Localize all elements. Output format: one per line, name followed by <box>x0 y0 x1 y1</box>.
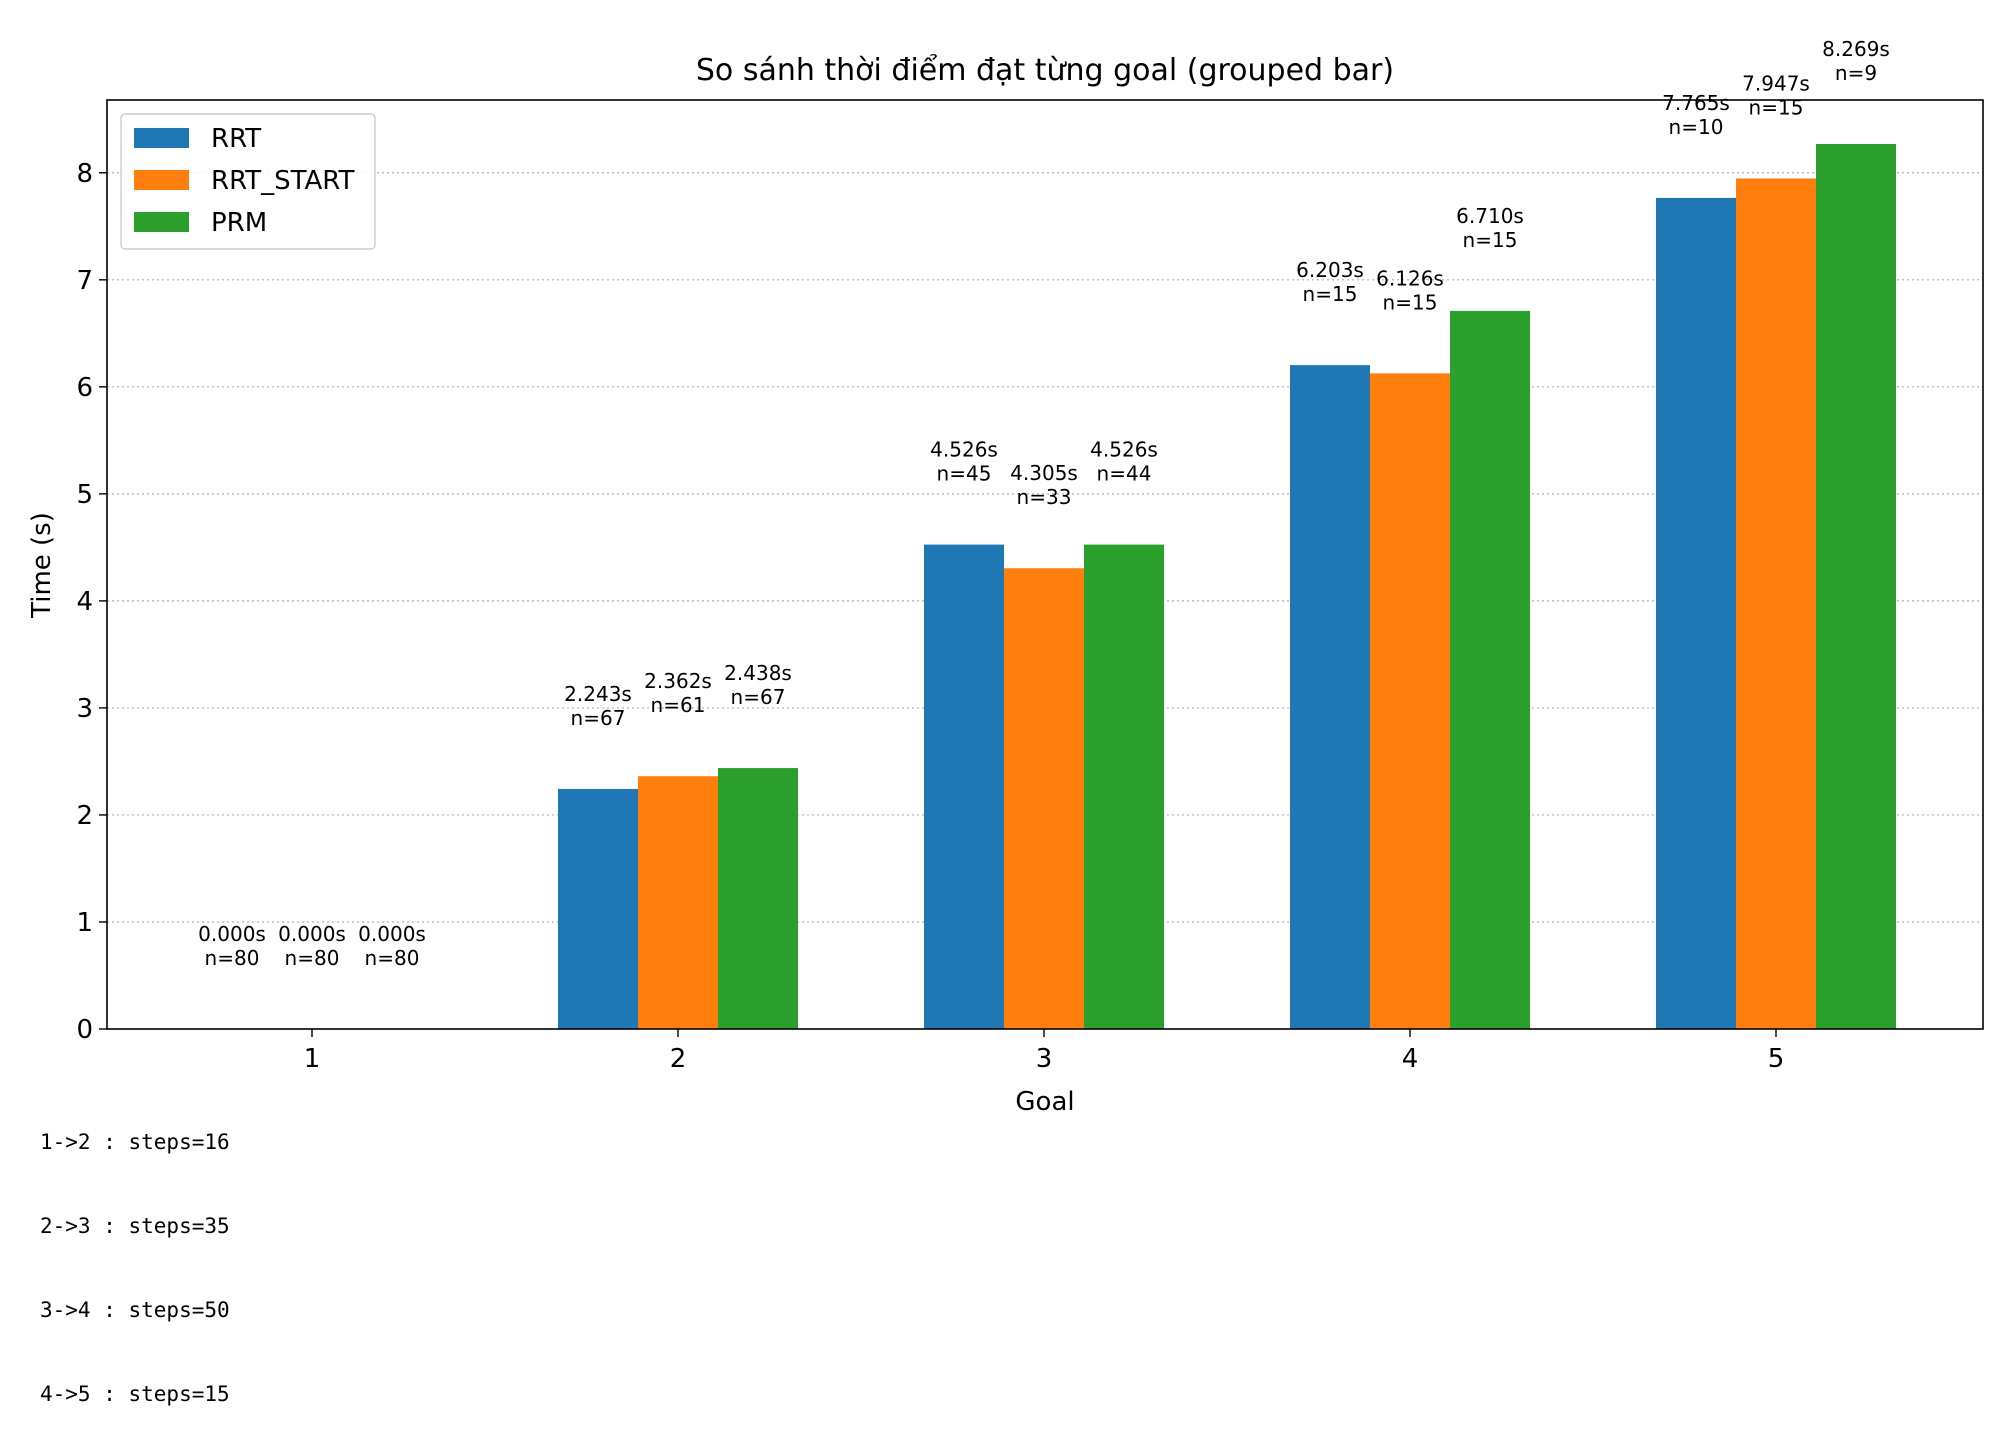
step-note: 1->2 : steps=16 <box>40 1130 230 1154</box>
bar-rrt <box>1656 197 1736 1029</box>
bar-value-label: 0.000s <box>358 922 426 946</box>
x-axis: 1 2 3 4 5 <box>304 1029 1785 1074</box>
y-tick-label: 1 <box>76 908 93 938</box>
step-note: 4->5 : steps=15 <box>40 1382 230 1406</box>
legend-label: PRM <box>211 208 267 238</box>
bar-count-label: n=67 <box>571 706 626 730</box>
bar-count-label: n=44 <box>1097 462 1152 486</box>
bar-rrt-start <box>1004 568 1084 1029</box>
x-axis-label: Goal <box>1015 1087 1074 1117</box>
bar-value-label: 6.203s <box>1296 258 1364 282</box>
bar-value-label: 2.362s <box>644 669 712 693</box>
bar-count-label: n=15 <box>1749 95 1804 119</box>
plot-frame <box>106 99 1984 1030</box>
bar-count-label: n=45 <box>937 462 992 486</box>
legend-label: RRT <box>211 124 261 154</box>
bar-count-label: n=10 <box>1669 115 1724 139</box>
y-axis-label: Time (s) <box>27 512 57 619</box>
y-tick-label: 7 <box>76 266 93 296</box>
bar-value-label: 0.000s <box>198 922 266 946</box>
y-tick-label: 2 <box>76 801 93 831</box>
bar-count-label: n=33 <box>1017 485 1072 509</box>
legend-swatch <box>134 128 189 148</box>
bar-count-label: n=61 <box>651 693 706 717</box>
bar-prm <box>1450 310 1530 1029</box>
bars <box>558 143 1896 1030</box>
legend-swatch <box>134 212 189 232</box>
y-tick-label: 3 <box>76 694 93 724</box>
legend-label: RRT_START <box>211 166 354 196</box>
legend-swatch <box>134 170 189 190</box>
x-tick-label: 1 <box>304 1044 321 1074</box>
bar-labels: 0.000sn=802.243sn=674.526sn=456.203sn=15… <box>198 37 1890 970</box>
bar-prm <box>1084 544 1164 1029</box>
y-tick-label: 6 <box>76 373 93 403</box>
bar-count-label: n=15 <box>1463 228 1518 252</box>
bar-value-label: 6.126s <box>1376 266 1444 290</box>
bar-count-label: n=15 <box>1303 282 1358 306</box>
bar-rrt-start <box>1736 178 1816 1029</box>
bar-count-label: n=9 <box>1835 61 1877 85</box>
y-tick-label: 5 <box>76 480 93 510</box>
step-notes: 1->2 : steps=16 2->3 : steps=35 3->4 : s… <box>40 1072 230 1436</box>
y-axis: 0 1 2 3 4 5 6 7 8 <box>76 159 107 1045</box>
bar-value-label: 2.438s <box>724 661 792 685</box>
chart-title: So sánh thời điểm đạt từng goal (grouped… <box>696 52 1394 88</box>
step-note: 2->3 : steps=35 <box>40 1214 230 1238</box>
bar-rrt <box>1290 365 1370 1029</box>
bar-prm <box>718 768 798 1029</box>
bar-rrt-start <box>1370 373 1450 1029</box>
grouped-bar-chart: So sánh thời điểm đạt từng goal (grouped… <box>27 37 1984 1117</box>
bar-value-label: 4.526s <box>1090 438 1158 462</box>
bar-count-label: n=67 <box>731 685 786 709</box>
x-tick-label: 2 <box>670 1044 687 1074</box>
bar-count-label: n=15 <box>1383 290 1438 314</box>
bar-count-label: n=80 <box>285 946 340 970</box>
bar-value-label: 7.947s <box>1742 71 1810 95</box>
bar-value-label: 2.243s <box>564 682 632 706</box>
y-tick-label: 4 <box>76 587 93 617</box>
bar-value-label: 8.269s <box>1822 37 1890 61</box>
bar-value-label: 0.000s <box>278 922 346 946</box>
bar-value-label: 7.765s <box>1662 91 1730 115</box>
legend: RRT RRT_START PRM <box>120 113 376 250</box>
y-tick-label: 8 <box>76 159 93 189</box>
bar-count-label: n=80 <box>205 946 260 970</box>
bar-rrt <box>924 544 1004 1029</box>
y-tick-label: 0 <box>76 1015 93 1045</box>
bar-rrt <box>558 788 638 1029</box>
x-tick-label: 3 <box>1036 1044 1053 1074</box>
bar-count-label: n=80 <box>365 946 420 970</box>
bar-value-label: 6.710s <box>1456 204 1524 228</box>
x-tick-label: 5 <box>1768 1044 1785 1074</box>
bar-value-label: 4.526s <box>930 438 998 462</box>
x-tick-label: 4 <box>1402 1044 1419 1074</box>
bar-rrt-start <box>638 776 718 1029</box>
step-note: 3->4 : steps=50 <box>40 1298 230 1322</box>
bar-prm <box>1816 143 1896 1030</box>
bar-value-label: 4.305s <box>1010 461 1078 485</box>
